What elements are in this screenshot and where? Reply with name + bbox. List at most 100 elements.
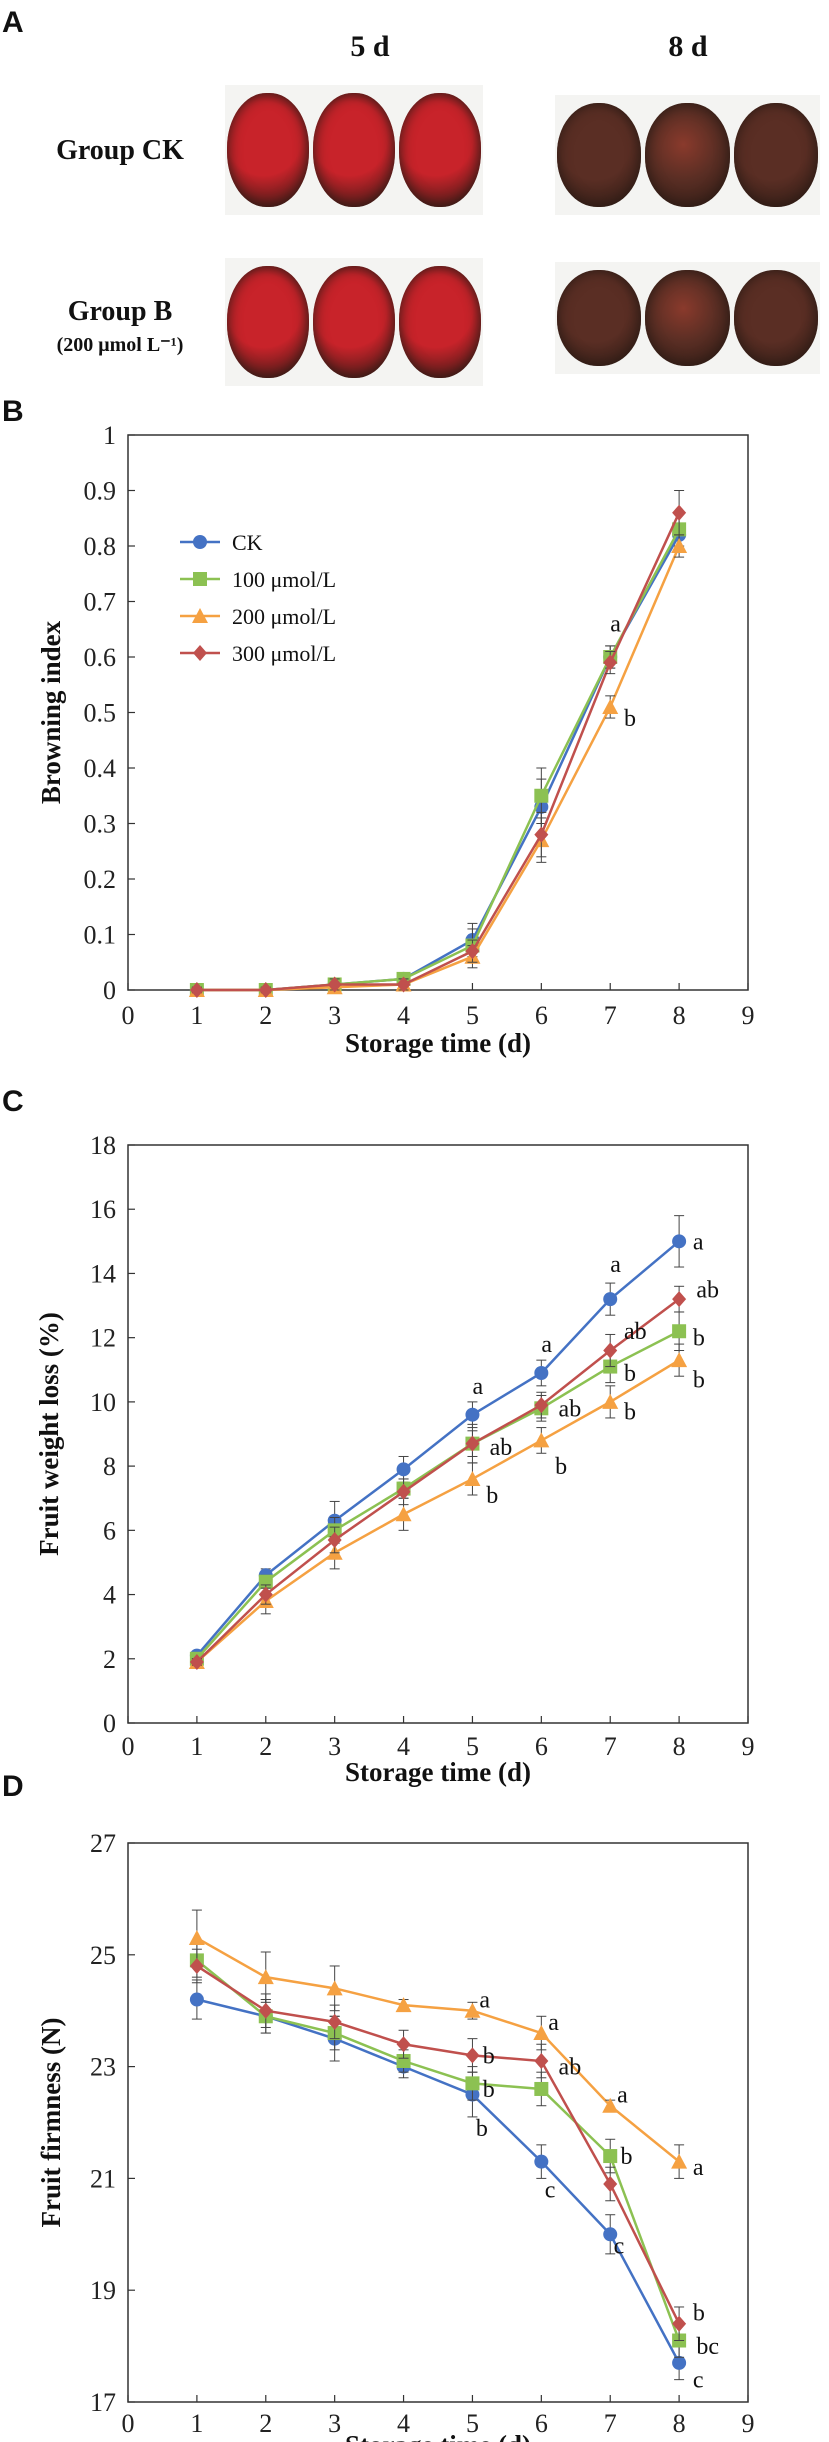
x-tick-label: 6	[535, 1732, 548, 1761]
panel-label-c: C	[2, 1085, 24, 1118]
data-point-diamond	[258, 1586, 273, 1603]
y-tick-label: 27	[90, 1829, 116, 1858]
data-point-diamond	[672, 1291, 687, 1308]
data-point-diamond	[465, 1435, 480, 1452]
data-point-square	[534, 2081, 549, 2096]
data-point-triangle	[395, 1997, 412, 2013]
significance-label: a	[617, 2083, 628, 2109]
y-tick-label: 1	[103, 421, 116, 450]
y-tick-label: 0.3	[84, 810, 117, 839]
rambutan-fruit	[227, 266, 309, 378]
legend-label: 200 μmol/L	[232, 604, 336, 629]
legend-marker-circle	[193, 535, 207, 549]
x-tick-label: 2	[259, 1001, 272, 1030]
x-tick-label: 1	[190, 2409, 203, 2438]
x-tick-label: 1	[190, 1001, 203, 1030]
x-tick-label: 5	[466, 2409, 479, 2438]
significance-label: c	[545, 2178, 556, 2204]
data-point-diamond	[396, 1483, 411, 1500]
data-point-triangle	[602, 1393, 619, 1409]
col-header-8d: 8 d	[668, 30, 708, 63]
data-point-triangle	[533, 1432, 550, 1448]
panel-label-b: B	[2, 395, 24, 428]
series-line-4	[196, 512, 681, 992]
rambutan-fruit	[399, 266, 481, 378]
data-point-diamond	[327, 1531, 342, 1548]
series-line-4	[196, 1964, 681, 2325]
y-tick-label: 0.6	[84, 643, 117, 672]
row-label-group-ck-text: Group CK	[56, 135, 184, 166]
data-point-circle	[534, 2154, 549, 2169]
y-tick-label: 18	[90, 1131, 116, 1160]
series-line-3	[196, 1936, 680, 2163]
significance-label: b	[555, 1454, 567, 1480]
photo-ck-5d	[225, 85, 483, 215]
data-point-circle	[189, 1992, 204, 2007]
row-label-group-b: Group B (200 μmol L⁻¹)	[20, 296, 220, 357]
significance-label: b	[486, 1483, 498, 1509]
x-tick-label: 8	[673, 2409, 686, 2438]
x-tick-label: 0	[122, 1732, 135, 1761]
y-axis-label: Fruit firmness (N)	[36, 2018, 66, 2228]
y-tick-label: 0	[103, 976, 116, 1005]
data-point-diamond	[465, 943, 480, 960]
data-point-triangle	[464, 2002, 481, 2018]
y-tick-label: 25	[90, 1941, 116, 1970]
significance-label: b	[693, 1367, 705, 1393]
significance-label: a	[610, 612, 621, 638]
data-point-diamond	[534, 1397, 549, 1414]
data-point-diamond	[672, 504, 687, 521]
data-point-diamond	[258, 982, 273, 998]
significance-label: b	[621, 2144, 633, 2170]
plot-frame	[127, 434, 749, 991]
data-point-square	[672, 1324, 687, 1339]
x-tick-label: 9	[742, 2409, 755, 2438]
x-axis-label: Storage time (d)	[345, 1028, 531, 1058]
data-point-diamond	[258, 2002, 273, 2019]
y-tick-label: 6	[103, 1516, 116, 1545]
x-axis-label: Storage time (d)	[345, 1757, 531, 1787]
data-point-diamond	[189, 1957, 204, 1974]
col-header-5d: 5 d	[350, 30, 390, 63]
data-point-circle	[534, 1365, 549, 1380]
rambutan-fruit	[733, 103, 818, 207]
data-point-triangle	[257, 1969, 274, 1985]
x-tick-label: 7	[604, 1001, 617, 1030]
x-tick-label: 0	[122, 2409, 135, 2438]
legend-label: 300 μmol/L	[232, 641, 336, 666]
significance-label: a	[610, 1252, 621, 1278]
data-point-diamond	[534, 2053, 549, 2070]
row-label-group-b-text: Group B	[67, 296, 173, 327]
legend-label: CK	[232, 530, 263, 555]
significance-label: b	[624, 706, 636, 732]
rambutan-fruit	[313, 266, 395, 378]
significance-label: a	[541, 1332, 552, 1358]
y-tick-label: 0.5	[84, 699, 117, 728]
plot-frame	[127, 1144, 749, 1724]
y-tick-label: 2	[103, 1645, 116, 1674]
significance-label: b	[476, 2116, 488, 2142]
significance-label: a	[479, 1988, 490, 2014]
data-point-circle	[603, 1292, 618, 1307]
data-point-square	[396, 2054, 411, 2069]
photo-ck-8d	[555, 95, 820, 215]
x-tick-label: 7	[604, 1732, 617, 1761]
y-tick-label: 8	[103, 1452, 116, 1481]
rambutan-fruit	[645, 270, 730, 366]
data-point-triangle	[602, 698, 619, 714]
x-tick-label: 4	[397, 1001, 410, 1030]
data-point-triangle	[326, 1980, 343, 1996]
series-line-2	[195, 1330, 680, 1660]
x-tick-label: 4	[397, 2409, 410, 2438]
data-point-diamond	[603, 2175, 618, 2192]
data-point-diamond	[603, 1342, 618, 1359]
data-point-triangle	[533, 2025, 550, 2041]
data-point-triangle	[671, 1352, 688, 1368]
data-point-circle	[396, 1462, 411, 1477]
y-tick-label: 19	[90, 2276, 116, 2305]
x-tick-label: 2	[259, 1732, 272, 1761]
significance-label: ab	[559, 1396, 582, 1422]
rambutan-fruit	[645, 103, 730, 207]
series-line-2	[196, 1959, 681, 2341]
